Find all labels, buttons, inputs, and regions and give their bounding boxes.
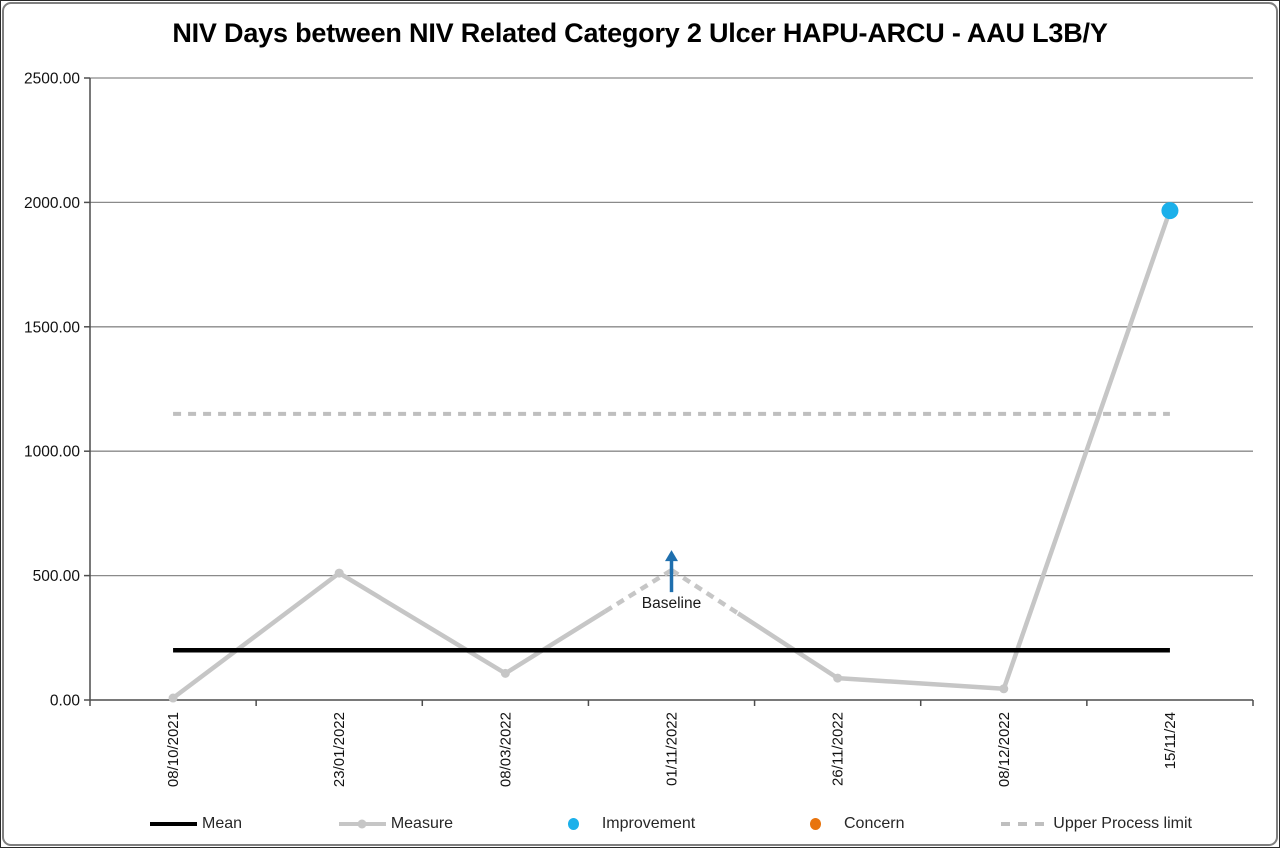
measure-line-segment	[504, 609, 607, 676]
legend-item-measure: Measure	[338, 815, 454, 833]
legend-label-improvement: Improvement	[601, 815, 696, 832]
measure-point-marker	[334, 568, 344, 578]
x-tick-label: 08/03/2022	[497, 712, 514, 787]
legend-item-mean: Mean	[150, 815, 242, 833]
measure-point-marker	[168, 693, 178, 703]
measure-line-swatch	[338, 817, 386, 831]
measure-line-segment	[736, 611, 839, 680]
legend-label-measure: Measure	[390, 815, 454, 832]
y-tick-label: 0.00	[50, 693, 81, 710]
upper-process-limit-dash-swatch	[1001, 817, 1049, 831]
y-tick-label: 2000.00	[24, 195, 80, 212]
y-tick-label: 500.00	[33, 568, 81, 585]
measure-point-marker	[999, 684, 1009, 694]
baseline-arrowhead-icon	[665, 550, 678, 562]
improvement-point	[1161, 202, 1179, 220]
x-tick-label: 26/11/2022	[830, 712, 847, 786]
mean-line-swatch	[150, 817, 197, 831]
x-tick-label: 23/01/2022	[331, 712, 348, 787]
x-tick-label: 01/11/2022	[664, 712, 681, 786]
y-tick-label: 2500.00	[24, 71, 80, 88]
chart-legend: Mean Measure Improvement Concern Upper P…	[150, 811, 1192, 837]
legend-label-upper-process-limit: Upper Process limit	[1053, 815, 1192, 832]
x-tick-label: 08/12/2022	[996, 712, 1013, 787]
x-tick-label: 08/10/2021	[165, 712, 182, 787]
measure-point-marker	[833, 673, 843, 683]
y-tick-label: 1500.00	[24, 319, 80, 336]
improvement-dot-icon	[550, 817, 597, 831]
measure-line-segment	[338, 571, 507, 676]
legend-label-mean: Mean	[202, 815, 243, 832]
measure-point-marker	[500, 668, 510, 678]
legend-label-concern: Concern	[844, 815, 905, 832]
measure-marker-swatch	[357, 819, 367, 829]
legend-item-concern: Concern	[792, 815, 904, 833]
baseline-label: Baseline	[642, 595, 701, 612]
concern-dot-icon	[792, 817, 839, 831]
y-tick-label: 1000.00	[24, 444, 80, 461]
x-tick-label: 15/11/24	[1162, 712, 1179, 769]
legend-item-improvement: Improvement	[550, 815, 695, 833]
chart-title: NIV Days between NIV Related Category 2 …	[172, 18, 1108, 48]
legend-item-upper-process-limit: Upper Process limit	[1001, 815, 1192, 833]
measure-line-segment	[171, 571, 341, 700]
measure-line-segment	[1001, 209, 1173, 690]
measure-line-segment	[837, 675, 1004, 692]
